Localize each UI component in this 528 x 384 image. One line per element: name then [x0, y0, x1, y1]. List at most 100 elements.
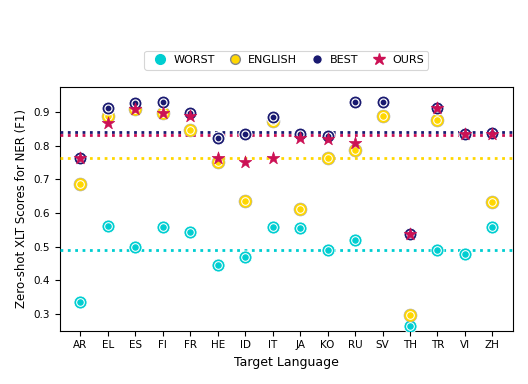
- Point: [461, 131, 469, 137]
- Point: [323, 133, 332, 139]
- Point: [461, 131, 469, 137]
- Point: [76, 299, 84, 305]
- Point: [378, 99, 386, 105]
- Point: [351, 146, 359, 152]
- Point: [213, 159, 222, 165]
- Point: [76, 181, 84, 187]
- Point: [433, 105, 442, 111]
- Point: [296, 207, 304, 213]
- Point: [406, 231, 414, 237]
- Point: [186, 127, 194, 133]
- Point: [406, 311, 414, 318]
- Point: [461, 131, 469, 137]
- Point: [158, 109, 167, 116]
- Point: [241, 198, 249, 204]
- Point: [488, 199, 497, 205]
- Point: [488, 199, 497, 205]
- Point: [131, 106, 139, 112]
- Point: [103, 113, 112, 119]
- Point: [268, 224, 277, 230]
- Point: [131, 106, 139, 112]
- Point: [351, 99, 359, 105]
- Point: [323, 133, 332, 139]
- Point: [241, 253, 249, 260]
- Point: [433, 117, 442, 123]
- Point: [296, 131, 304, 137]
- Point: [488, 130, 497, 136]
- Point: [131, 106, 139, 112]
- Point: [103, 223, 112, 229]
- Point: [296, 207, 304, 213]
- Point: [158, 109, 167, 116]
- Point: [213, 155, 222, 161]
- Point: [76, 155, 84, 161]
- Point: [488, 199, 497, 205]
- Point: [131, 243, 139, 250]
- Point: [103, 113, 112, 119]
- Point: [433, 105, 442, 111]
- Point: [406, 231, 414, 237]
- Point: [131, 100, 139, 106]
- Point: [268, 224, 277, 230]
- Point: [461, 131, 469, 137]
- Point: [186, 113, 194, 119]
- Point: [323, 155, 332, 161]
- Point: [158, 224, 167, 230]
- Point: [103, 105, 112, 111]
- Point: [406, 231, 414, 237]
- Point: [378, 99, 386, 105]
- Point: [103, 223, 112, 229]
- Point: [406, 323, 414, 329]
- Point: [241, 198, 249, 204]
- Point: [351, 146, 359, 152]
- Point: [433, 247, 442, 253]
- Point: [323, 155, 332, 161]
- Point: [241, 159, 249, 165]
- Point: [213, 262, 222, 268]
- Point: [406, 231, 414, 237]
- Point: [241, 131, 249, 137]
- Point: [268, 114, 277, 120]
- Point: [268, 114, 277, 120]
- Point: [488, 224, 497, 230]
- Point: [76, 155, 84, 161]
- Point: [76, 181, 84, 187]
- Point: [103, 105, 112, 111]
- Point: [76, 299, 84, 305]
- Y-axis label: Zero-shot XLT Scores for NER (F1): Zero-shot XLT Scores for NER (F1): [15, 109, 28, 308]
- Point: [103, 119, 112, 126]
- Point: [241, 131, 249, 137]
- Point: [461, 251, 469, 257]
- Point: [351, 140, 359, 146]
- Point: [351, 99, 359, 105]
- Point: [76, 155, 84, 161]
- Point: [268, 118, 277, 124]
- Point: [268, 114, 277, 120]
- Point: [186, 109, 194, 116]
- Point: [186, 127, 194, 133]
- Point: [158, 224, 167, 230]
- Point: [213, 159, 222, 165]
- Point: [213, 135, 222, 141]
- Point: [76, 155, 84, 161]
- Point: [433, 247, 442, 253]
- Point: [378, 99, 386, 105]
- Point: [131, 243, 139, 250]
- Point: [323, 247, 332, 253]
- Point: [433, 247, 442, 253]
- Point: [76, 181, 84, 187]
- Point: [433, 105, 442, 111]
- Point: [433, 105, 442, 111]
- Point: [213, 262, 222, 268]
- Point: [351, 237, 359, 243]
- Point: [186, 229, 194, 235]
- Legend: WORST, ENGLISH, BEST, OURS: WORST, ENGLISH, BEST, OURS: [145, 51, 428, 70]
- Point: [351, 237, 359, 243]
- Point: [433, 117, 442, 123]
- Point: [461, 251, 469, 257]
- Point: [351, 146, 359, 152]
- Point: [488, 130, 497, 136]
- Point: [213, 135, 222, 141]
- Point: [213, 135, 222, 141]
- Point: [186, 229, 194, 235]
